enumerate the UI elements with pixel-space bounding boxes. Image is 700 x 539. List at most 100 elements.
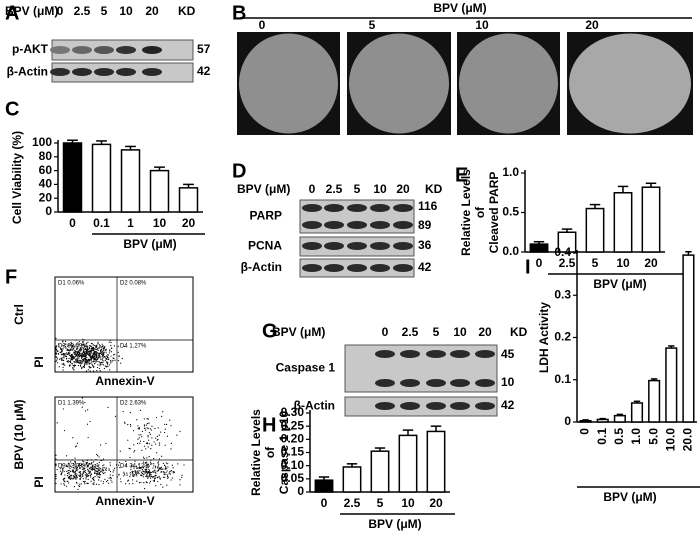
flow-event (142, 470, 144, 472)
flow-event (160, 483, 162, 486)
flow-event (86, 462, 88, 464)
flow-event (66, 480, 68, 482)
y-axis-label: Caspase 1 p10 (277, 410, 291, 494)
flow-event (68, 350, 70, 352)
blot-band (347, 204, 367, 212)
flow-event (88, 361, 90, 363)
y-tick-label: 0.05 (281, 471, 305, 485)
flow-event (113, 345, 116, 347)
flow-event (71, 477, 73, 479)
flow-event (56, 362, 59, 364)
flow-event (97, 358, 99, 361)
flow-event (137, 425, 139, 427)
flow-event (71, 358, 73, 360)
flow-event (117, 351, 119, 353)
flow-event (166, 470, 168, 472)
flow-event (79, 471, 82, 473)
flow-event (143, 457, 145, 460)
flow-event (87, 436, 89, 439)
flow-event (94, 362, 96, 365)
flow-event (141, 466, 143, 468)
flow-event (93, 344, 95, 347)
flow-event (87, 369, 90, 371)
y-axis-label: of (473, 206, 487, 218)
flow-event (61, 348, 63, 350)
flow-event (101, 358, 104, 360)
flow-event (162, 476, 164, 478)
flow-event (143, 482, 145, 484)
flow-event (98, 479, 100, 481)
flow-event (68, 357, 70, 360)
flow-event (81, 406, 83, 408)
micrograph-field (459, 33, 558, 134)
blot-band (393, 242, 413, 250)
flow-event (63, 357, 65, 359)
flow-event (105, 468, 107, 470)
flow-event (105, 355, 108, 357)
flow-event (90, 469, 92, 471)
flow-event (67, 470, 69, 472)
flow-event (74, 457, 76, 459)
flow-event (164, 444, 166, 446)
flow-event (157, 466, 159, 468)
dose-label: 5 (369, 18, 376, 32)
flow-event (79, 483, 81, 485)
x-tick-label: 20 (429, 496, 443, 510)
flow-event (94, 355, 96, 357)
flow-event (106, 355, 108, 358)
flow-event (124, 421, 126, 423)
flow-event (103, 352, 105, 355)
y-tick-label: 0 (45, 204, 52, 218)
blot-band (400, 350, 420, 358)
flow-event (154, 475, 156, 477)
flow-event (55, 475, 57, 477)
flow-event (98, 361, 101, 363)
flow-event (117, 345, 119, 347)
flow-event (100, 349, 102, 351)
flow-event (139, 470, 141, 472)
flow-event (108, 357, 110, 359)
blot-band (426, 350, 446, 358)
flow-event (144, 468, 146, 471)
flow-event (88, 472, 90, 474)
flow-event (69, 465, 71, 467)
flow-event (98, 464, 100, 466)
flow-event (127, 439, 129, 441)
kd-label: 42 (197, 64, 211, 78)
flow-event (85, 362, 88, 364)
flow-event (153, 458, 155, 460)
flow-event (84, 401, 86, 404)
flow-event (76, 361, 79, 364)
flow-event (62, 348, 64, 350)
flow-event (142, 456, 145, 458)
flow-event (129, 476, 131, 478)
flow-event (55, 474, 57, 476)
flow-event (81, 357, 83, 359)
flow-event (60, 351, 63, 353)
flow-event (55, 347, 57, 349)
y-tick-label: 100 (32, 135, 52, 149)
flow-event (100, 358, 102, 360)
flow-event (76, 482, 78, 484)
flow-event (97, 356, 99, 358)
flow-event (179, 430, 181, 433)
flow-event (157, 469, 159, 472)
x-tick-label: 1 (127, 216, 134, 230)
flow-event (157, 467, 159, 469)
flow-event (67, 477, 70, 479)
flow-event (83, 461, 85, 463)
bar (585, 207, 605, 253)
quadrant-label: D1 1.39% (58, 401, 85, 407)
flow-event (106, 364, 109, 366)
flow-event (83, 353, 85, 355)
flow-event (85, 345, 87, 347)
flow-event (110, 360, 112, 362)
flow-event (97, 473, 99, 475)
dose-label: 10 (453, 325, 467, 339)
flow-event (87, 362, 89, 364)
flow-event (102, 467, 104, 469)
flow-event (162, 471, 164, 473)
quadrant-label: D3 62.08% (58, 464, 88, 470)
flow-event (82, 365, 85, 368)
flow-event (104, 478, 106, 480)
